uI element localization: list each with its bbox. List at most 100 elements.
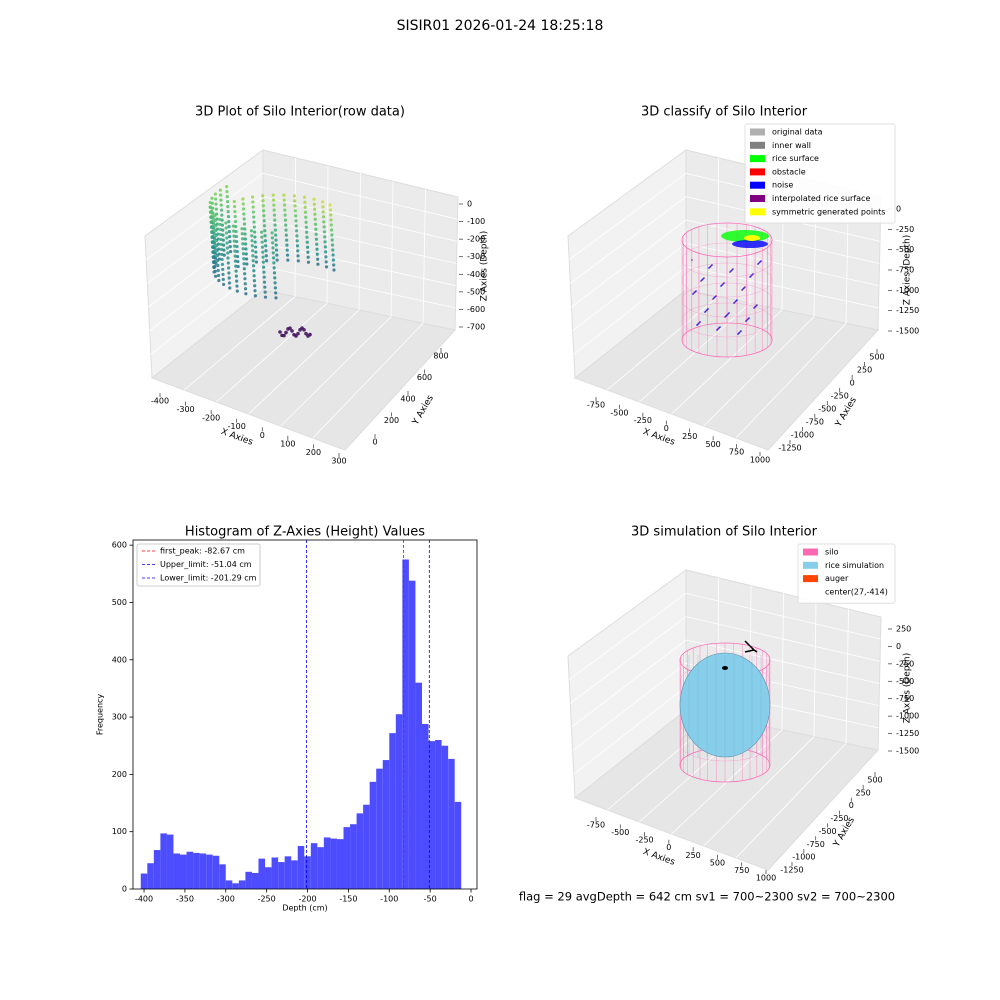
- x-tick-label: -250: [634, 416, 652, 425]
- scatter-point: [282, 203, 287, 207]
- bar: [284, 856, 292, 889]
- y-tick-label: 0: [372, 438, 377, 447]
- scatter-point: [744, 286, 746, 288]
- bar: [238, 880, 246, 889]
- scatter-point: [260, 235, 264, 239]
- y-tick-label: 250: [856, 788, 871, 797]
- scatter-point: [227, 220, 231, 224]
- scatter-point: [242, 262, 246, 266]
- scatter-point: [272, 213, 277, 217]
- z-tick-label: 250: [896, 625, 911, 634]
- bar: [166, 834, 174, 889]
- scatter-point: [284, 223, 288, 227]
- scatter-point: [226, 256, 230, 260]
- scatter-point: [272, 261, 276, 265]
- scatter-point: [213, 251, 217, 255]
- y-tick-label: -1250: [780, 866, 803, 875]
- z-tick-label: -500: [896, 677, 914, 686]
- scatter-point: [221, 228, 225, 232]
- x-tick-label: -200: [298, 895, 316, 904]
- scatter-point: [305, 240, 309, 244]
- scatter-point: [261, 199, 265, 203]
- scatter-point: [313, 212, 317, 216]
- scatter-point: [214, 274, 218, 278]
- scatter-point: [222, 282, 226, 287]
- x-tick-label: -400: [151, 397, 169, 406]
- footer-text: flag = 29 avgDepth = 642 cm sv1 = 700~23…: [519, 890, 895, 904]
- z-tick-label: -300: [467, 252, 485, 261]
- scatter-point: [264, 244, 268, 248]
- bar: [271, 857, 279, 889]
- scatter-point: [288, 326, 292, 330]
- scatter-point: [221, 277, 225, 282]
- scatter-point: [217, 257, 221, 261]
- plot-title: Histogram of Z-Axies (Height) Values: [185, 525, 425, 540]
- scatter-point: [219, 198, 223, 202]
- scatter-point: [271, 256, 276, 260]
- bar: [291, 860, 298, 889]
- scatter-point: [260, 240, 264, 244]
- scatter-point: [228, 245, 232, 249]
- scatter-point: [290, 329, 294, 333]
- silo-ring: [681, 282, 773, 318]
- scatter-point: [225, 241, 229, 245]
- scatter-point: [263, 229, 267, 233]
- scatter-point: [332, 263, 336, 267]
- scatter-point: [228, 250, 233, 254]
- scatter-point: [316, 257, 320, 261]
- x-tick-label: 0: [468, 895, 473, 904]
- pane-grid: [703, 316, 815, 427]
- scatter-point: [329, 213, 333, 217]
- scatter-point: [222, 253, 226, 257]
- scatter-point: [244, 247, 248, 251]
- pane-grid: [735, 743, 847, 859]
- scatter-point: [271, 193, 275, 197]
- scatter-point: [231, 224, 235, 228]
- z-tick-label: 0: [896, 205, 901, 214]
- z-tick-label: -1000: [896, 712, 919, 721]
- scatter-point: [703, 277, 705, 279]
- scatter-point: [232, 204, 237, 209]
- scatter-point: [757, 263, 759, 265]
- scatter-point: [323, 245, 327, 249]
- scatter-point: [210, 196, 214, 200]
- scatter-point: [758, 262, 760, 264]
- scatter-point: [303, 200, 307, 204]
- scatter-point: [302, 328, 306, 332]
- scatter-point: [232, 239, 236, 243]
- scatter-point: [215, 212, 219, 216]
- scatter-point: [754, 306, 756, 308]
- scatter-point: [250, 244, 254, 248]
- scatter-point: [712, 298, 714, 300]
- scatter-point: [253, 245, 258, 249]
- scatter-point: [321, 200, 325, 204]
- pane-grid: [570, 616, 687, 704]
- scatter-point: [214, 197, 218, 201]
- scatter-point: [743, 287, 745, 289]
- z-tick-label: -400: [467, 270, 485, 279]
- scatter-point: [262, 270, 266, 274]
- axis-label: X Axies: [641, 427, 676, 448]
- scatter-point: [211, 211, 215, 215]
- scatter-point: [242, 212, 246, 216]
- scatter-point: [702, 278, 704, 280]
- y-tick-label: 500: [112, 598, 127, 607]
- scatter-point: [234, 274, 238, 278]
- scatter-point: [232, 229, 236, 233]
- scatter-point: [252, 274, 256, 278]
- pane-grid: [606, 296, 719, 391]
- scatter-point: [254, 255, 258, 259]
- scatter-point: [220, 257, 224, 262]
- bar: [140, 873, 148, 889]
- scatter-point: [219, 232, 223, 237]
- pane-grid: [216, 303, 328, 403]
- scatter-point: [218, 227, 222, 232]
- scatter-point: [324, 260, 328, 264]
- pane-grid: [183, 296, 296, 391]
- bar: [343, 827, 351, 889]
- scatter-point: [713, 297, 715, 299]
- legend-box: [797, 543, 896, 604]
- scatter-point: [265, 259, 269, 263]
- z-tick-label: -1500: [896, 747, 919, 756]
- scatter-point: [752, 273, 754, 275]
